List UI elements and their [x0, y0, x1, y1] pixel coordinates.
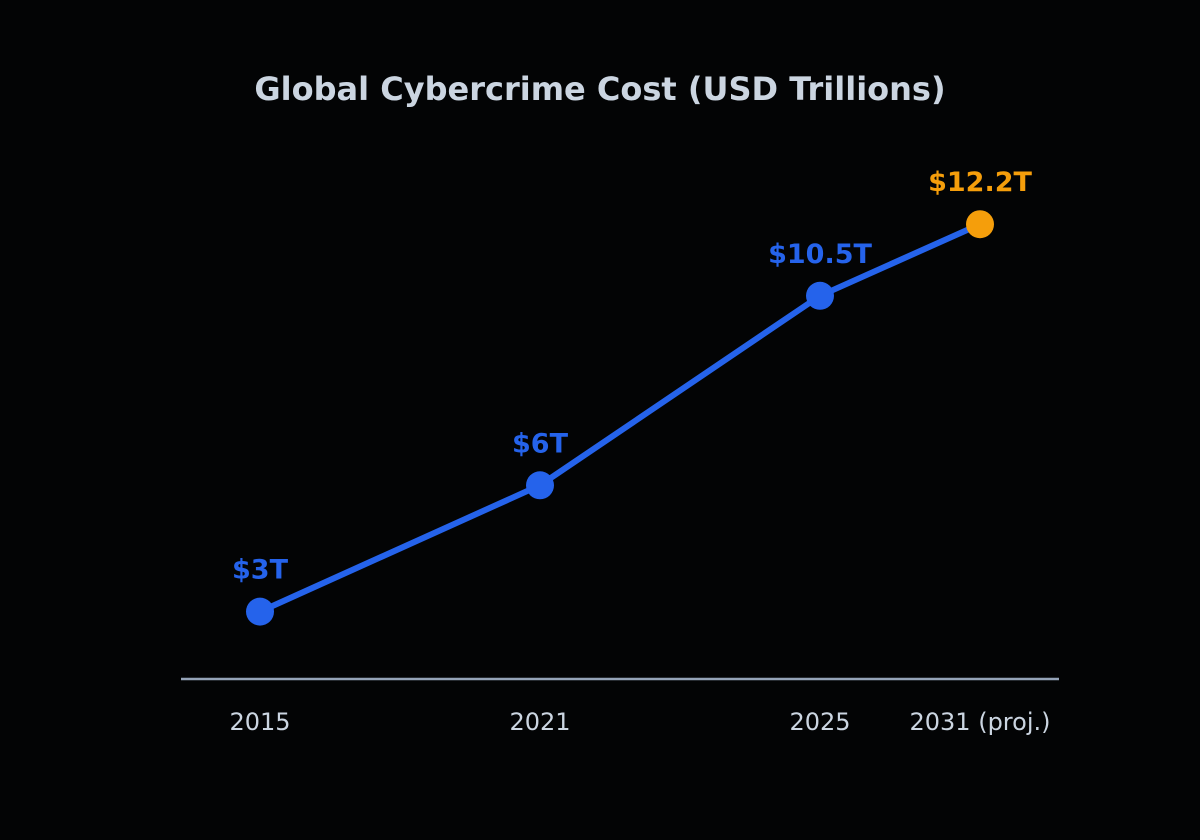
- data-point: [526, 471, 554, 500]
- projected-data-label: $12.2T: [928, 167, 1032, 198]
- data-point: [246, 597, 274, 626]
- data-point: [806, 281, 834, 310]
- data-label: $6T: [512, 428, 569, 459]
- chart-title: Global Cybercrime Cost (USD Trillions): [254, 70, 945, 108]
- x-tick-label: 2015: [229, 708, 290, 736]
- x-tick-labels: 2015 2021 2025 2031 (proj.): [229, 708, 1050, 736]
- data-label: $10.5T: [768, 239, 872, 270]
- x-tick-label: 2031 (proj.): [910, 708, 1051, 736]
- data-label: $3T: [232, 555, 289, 586]
- data-labels: $3T $6T $10.5T $12.2T: [232, 167, 1032, 585]
- x-tick-label: 2025: [789, 708, 850, 736]
- series-layer: [246, 210, 994, 626]
- x-tick-label: 2021: [509, 708, 570, 736]
- series-line: [257, 221, 983, 615]
- projected-data-point: [966, 210, 994, 239]
